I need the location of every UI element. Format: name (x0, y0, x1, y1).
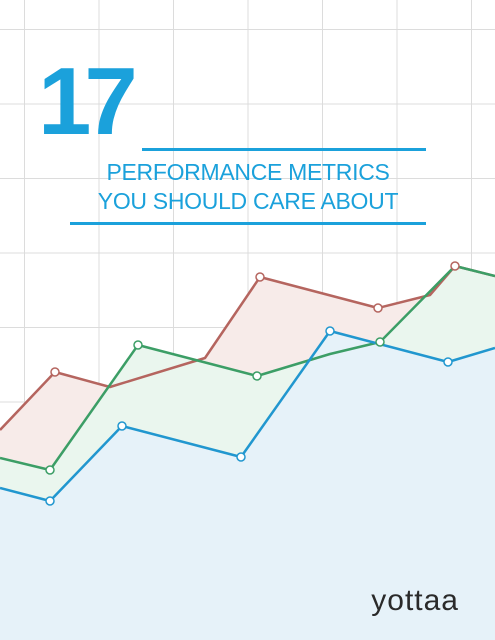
series-3-point (236, 452, 246, 462)
series-1-point (255, 272, 265, 282)
series-3-point (45, 496, 55, 506)
series-3-area (0, 331, 495, 640)
title-rule-bottom (70, 222, 426, 225)
series-2-point (45, 465, 55, 475)
series-2-point (375, 337, 385, 347)
cover-title: PERFORMANCE METRICS YOU SHOULD CARE ABOU… (70, 158, 426, 216)
title-rule-top (142, 148, 426, 151)
series-2-point (252, 371, 262, 381)
title-line-2: YOU SHOULD CARE ABOUT (97, 188, 399, 214)
series-1-point (373, 303, 383, 313)
metric-count: 17 (38, 48, 138, 155)
series-3-point (325, 326, 335, 336)
series-1-point (50, 367, 60, 377)
yottaa-logo: yottaa (371, 584, 459, 617)
series-3-point (117, 421, 127, 431)
series-1-point (450, 261, 460, 271)
title-line-1: PERFORMANCE METRICS (106, 159, 390, 185)
series-2-point (133, 340, 143, 350)
series-3-point (443, 357, 453, 367)
series-2-line (0, 264, 495, 472)
